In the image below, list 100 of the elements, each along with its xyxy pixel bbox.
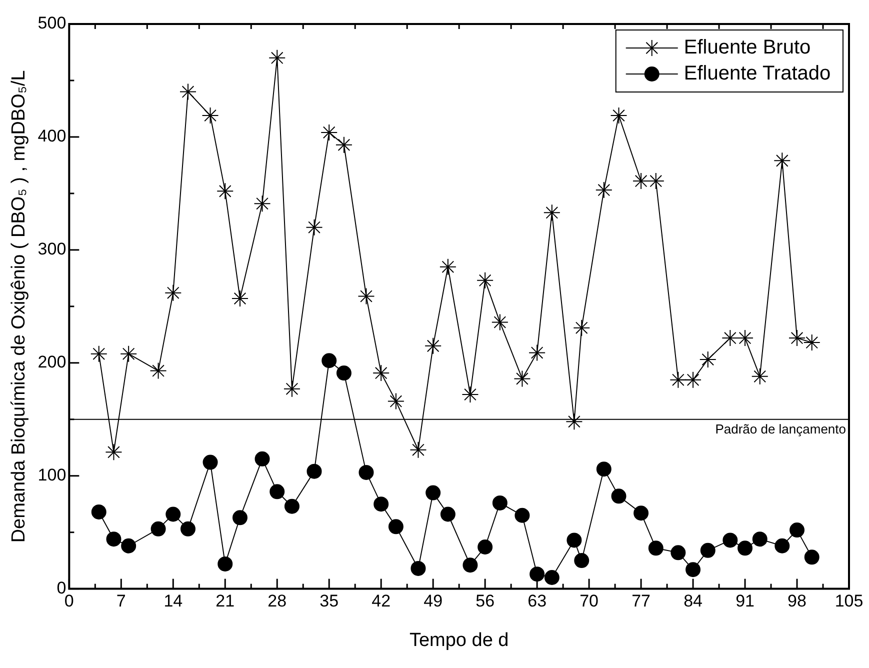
point bbox=[410, 560, 426, 576]
point bbox=[410, 441, 427, 458]
point bbox=[788, 330, 806, 347]
point bbox=[440, 506, 456, 522]
point bbox=[530, 566, 545, 582]
point bbox=[573, 319, 590, 336]
point bbox=[462, 386, 479, 404]
point bbox=[738, 540, 753, 556]
point bbox=[596, 462, 612, 477]
point bbox=[544, 570, 560, 586]
point bbox=[232, 510, 248, 526]
point bbox=[491, 314, 508, 331]
point bbox=[790, 522, 805, 538]
point bbox=[611, 488, 626, 504]
point bbox=[566, 413, 583, 430]
x-tick-label: 105 bbox=[834, 592, 864, 611]
point bbox=[634, 506, 649, 521]
point bbox=[106, 532, 122, 547]
point bbox=[121, 538, 136, 554]
point bbox=[686, 562, 701, 578]
point bbox=[462, 558, 478, 573]
point bbox=[514, 508, 530, 523]
y-tick-label: 200 bbox=[38, 352, 66, 372]
point bbox=[574, 553, 590, 568]
point bbox=[595, 182, 612, 199]
x-tick-label: 63 bbox=[528, 592, 547, 611]
point bbox=[283, 380, 300, 398]
point bbox=[387, 392, 404, 410]
point bbox=[528, 344, 546, 362]
x-tick-label: 28 bbox=[268, 592, 287, 611]
x-tick-label: 56 bbox=[476, 592, 495, 611]
point bbox=[254, 451, 270, 466]
legend-label: Efluente Tratado bbox=[684, 62, 831, 85]
point bbox=[774, 152, 791, 170]
point bbox=[492, 495, 508, 510]
point bbox=[374, 496, 389, 512]
point bbox=[105, 444, 122, 461]
point bbox=[202, 454, 218, 470]
ref-line-label: Padrão de lançamento bbox=[715, 421, 846, 436]
point bbox=[306, 464, 322, 479]
point bbox=[268, 49, 286, 66]
y-tick-label: 400 bbox=[38, 126, 66, 146]
point bbox=[670, 545, 686, 560]
point bbox=[700, 542, 716, 558]
point bbox=[388, 519, 404, 534]
y-tick-label: 100 bbox=[38, 466, 66, 485]
point bbox=[610, 107, 628, 124]
y-tick-label: 0 bbox=[56, 578, 66, 598]
point bbox=[322, 353, 337, 368]
point bbox=[164, 284, 182, 302]
x-tick-label: 91 bbox=[736, 592, 754, 611]
point bbox=[254, 195, 271, 212]
point bbox=[439, 258, 456, 276]
x-tick-label: 77 bbox=[632, 592, 651, 611]
point bbox=[358, 288, 375, 305]
x-tick-label: 70 bbox=[580, 592, 599, 611]
point bbox=[566, 532, 582, 548]
point bbox=[284, 498, 300, 514]
y-axis-title: Demanda Bioquímica de Oxigênio ( DBO₅ ) , mgDBO₅/L bbox=[8, 70, 30, 543]
point bbox=[218, 556, 233, 572]
x-axis-title: Tempo de d bbox=[409, 630, 509, 651]
point bbox=[752, 532, 768, 547]
point bbox=[670, 371, 687, 388]
point bbox=[722, 532, 738, 548]
x-tick-label: 35 bbox=[320, 592, 339, 611]
x-tick-label: 49 bbox=[424, 592, 443, 611]
x-tick-label: 98 bbox=[788, 592, 806, 611]
point bbox=[372, 364, 390, 382]
point bbox=[478, 540, 493, 555]
point bbox=[306, 218, 323, 236]
x-tick-label: 84 bbox=[684, 592, 702, 611]
x-tick-label: 7 bbox=[116, 592, 126, 611]
point bbox=[804, 550, 820, 565]
point bbox=[231, 290, 248, 307]
point bbox=[270, 484, 285, 500]
point bbox=[426, 485, 441, 500]
point bbox=[90, 345, 108, 362]
point bbox=[91, 504, 106, 520]
x-tick-label: 42 bbox=[372, 592, 391, 611]
legend-label: Efluente Bruto bbox=[684, 36, 811, 59]
point bbox=[476, 272, 494, 289]
point bbox=[543, 204, 560, 222]
point bbox=[699, 350, 716, 368]
point bbox=[150, 521, 166, 536]
point bbox=[684, 371, 702, 388]
point bbox=[358, 464, 374, 480]
point bbox=[336, 366, 352, 381]
point bbox=[424, 337, 442, 354]
point bbox=[180, 521, 196, 536]
point bbox=[120, 345, 138, 362]
point bbox=[803, 334, 820, 352]
y-tick-label: 500 bbox=[38, 14, 66, 33]
y-tick-label: 300 bbox=[38, 240, 66, 259]
point bbox=[335, 136, 352, 154]
point bbox=[216, 182, 234, 200]
point bbox=[150, 362, 167, 380]
point bbox=[179, 83, 196, 100]
point bbox=[202, 107, 219, 124]
point bbox=[320, 124, 338, 141]
point bbox=[648, 540, 664, 556]
